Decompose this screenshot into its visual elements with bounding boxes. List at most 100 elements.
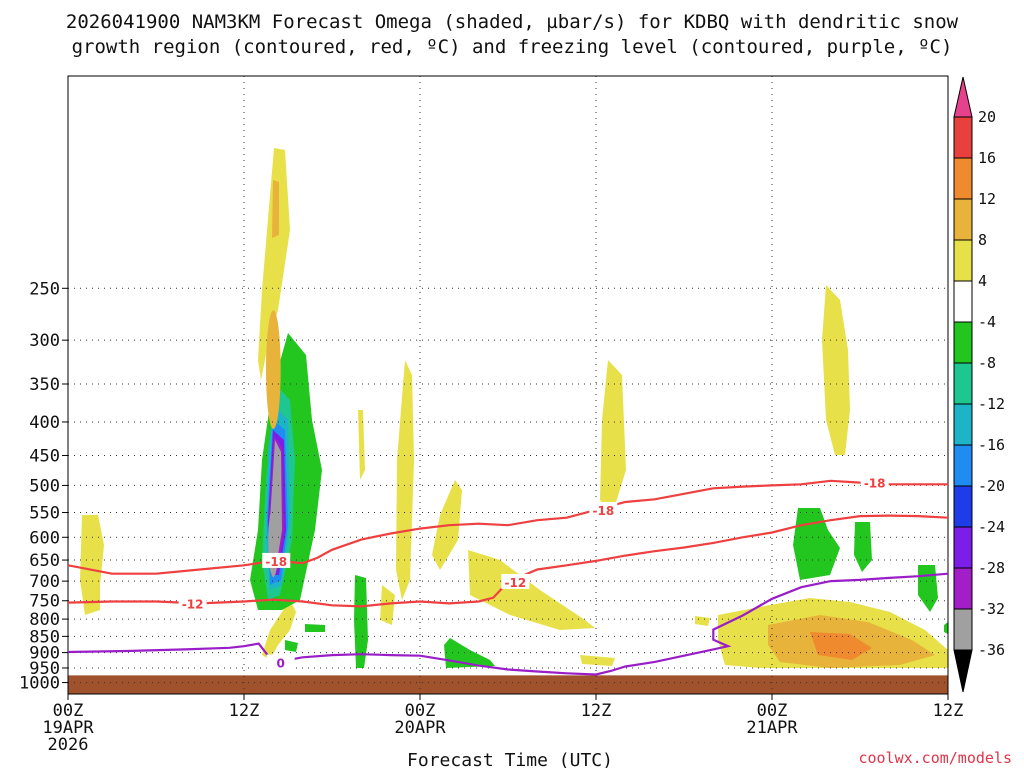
contour-label: -18 <box>265 555 287 569</box>
x-tick-label: 21APR <box>746 718 798 738</box>
colorbar-swatch <box>953 485 973 528</box>
omega-shade-neg <box>793 508 840 580</box>
omega-shade-neg <box>305 624 325 632</box>
contour-label-bg <box>178 595 207 611</box>
y-tick-label: 950 <box>29 659 60 679</box>
colorbar-swatch <box>953 608 973 651</box>
colorbar-label: 8 <box>978 231 987 249</box>
colorbar-label: 16 <box>978 149 996 167</box>
y-tick-label: 250 <box>29 279 60 299</box>
omega-shade-neg <box>695 616 710 626</box>
colorbar-swatch <box>953 198 973 241</box>
ground-terrain <box>68 675 948 694</box>
x-tick-label: 12Z <box>229 701 260 721</box>
x-tick-label: 12Z <box>933 701 964 721</box>
x-tick-label: 20APR <box>394 718 446 738</box>
y-tick-label: 600 <box>29 528 60 548</box>
y-tick-label: 350 <box>29 375 60 395</box>
x-tick-label: 12Z <box>581 701 612 721</box>
contour-label-bg <box>860 474 889 490</box>
omega-shade-neg <box>285 640 298 652</box>
omega-shade-pos <box>272 180 279 238</box>
colorbar-swatch <box>953 116 973 159</box>
y-tick-label: 550 <box>29 504 60 524</box>
colorbar: 20 16 12 8 4 -4 -8 -12 -16 -20 -24 -28 -32 -36 <box>953 76 1005 693</box>
omega-shading <box>80 148 948 668</box>
omega-shade-pos <box>358 410 365 480</box>
colorbar-label: -24 <box>978 518 1005 536</box>
colorbar-label: -4 <box>978 313 996 331</box>
contour-label: -12 <box>504 576 526 590</box>
colorbar-swatch <box>953 76 973 118</box>
y-tick-label: 450 <box>29 446 60 466</box>
x-tick-label: 2026 <box>48 735 89 755</box>
y-tick-label: 650 <box>29 551 60 571</box>
x-tick-label: 00Z <box>405 701 436 721</box>
contour-label-bg <box>501 573 530 589</box>
y-tick-label: 700 <box>29 572 60 592</box>
colorbar-swatch <box>953 157 973 200</box>
colorbar-swatch <box>953 321 973 364</box>
contour-label: 0 <box>276 657 284 671</box>
plot-frame <box>67 75 949 695</box>
omega-shade-neg <box>944 622 948 634</box>
colorbar-swatch <box>953 649 973 693</box>
colorbar-swatch <box>953 444 973 487</box>
contour-label: -12 <box>182 597 204 611</box>
colorbar-swatch <box>953 403 973 446</box>
omega-shade-pos <box>810 632 872 660</box>
y-tick-label: 300 <box>29 331 60 351</box>
x-tick-label: 00Z <box>757 701 788 721</box>
y-tick-label: 1000 <box>19 674 60 694</box>
omega-shade-pos <box>396 360 414 600</box>
omega-shade-pos <box>822 285 850 455</box>
y-tick-label: 500 <box>29 476 60 496</box>
contour-label: -18 <box>864 477 886 491</box>
colorbar-label: -36 <box>978 641 1005 659</box>
y-tick-label: 850 <box>29 627 60 647</box>
y-tick-label: 400 <box>29 413 60 433</box>
contour-label-bg <box>589 501 618 517</box>
y-tick-label: 900 <box>29 644 60 664</box>
y-tick-label: 800 <box>29 610 60 630</box>
omega-shade-pos <box>262 600 296 660</box>
omega-shade-neg <box>854 522 872 572</box>
colorbar-label: -20 <box>978 477 1005 495</box>
omega-shade-pos <box>258 148 290 380</box>
omega-shade-pos <box>80 515 104 615</box>
credit-text: coolwx.com/models <box>858 749 1012 767</box>
omega-shade-pos <box>468 550 595 630</box>
colorbar-label: -12 <box>978 395 1005 413</box>
y-axis-ticks: 2503003504004505005506006507007508008509… <box>19 279 68 694</box>
colorbar-label: 20 <box>978 108 996 126</box>
contour-lines: -12 -12 -18 -18 -18 0 <box>68 474 948 676</box>
colorbar-swatch <box>953 362 973 405</box>
colorbar-swatch <box>953 567 973 610</box>
x-axis-label: Forecast Time (UTC) <box>407 750 613 768</box>
contour-label-bg <box>262 552 291 568</box>
colorbar-swatch <box>953 526 973 569</box>
colorbar-swatch <box>953 239 973 282</box>
omega-shade-neg <box>354 575 368 668</box>
omega-upper-sinking <box>266 310 281 429</box>
omega-shade-pos <box>380 585 395 625</box>
y-tick-label: 750 <box>29 592 60 612</box>
contour-label: -18 <box>592 504 614 518</box>
chart-title-line-1: 2026041900 NAM3KM Forecast Omega (shaded… <box>66 11 959 33</box>
chart-title-line-2: growth region (contoured, red, ºC) and f… <box>72 36 953 58</box>
omega-shade-neg <box>444 638 495 668</box>
x-tick-label: 19APR <box>42 718 94 738</box>
colorbar-label: 12 <box>978 190 996 208</box>
colorbar-label: -32 <box>978 600 1005 618</box>
omega-shade-pos <box>600 360 626 515</box>
colorbar-label: -16 <box>978 436 1005 454</box>
colorbar-label: -28 <box>978 559 1005 577</box>
colorbar-label: 4 <box>978 272 987 290</box>
contour-freezing-0 <box>68 572 948 676</box>
omega-shade-pos <box>580 655 615 666</box>
x-tick-label: 00Z <box>53 701 84 721</box>
contour-label-bg <box>266 654 295 670</box>
colorbar-swatch <box>953 280 973 323</box>
